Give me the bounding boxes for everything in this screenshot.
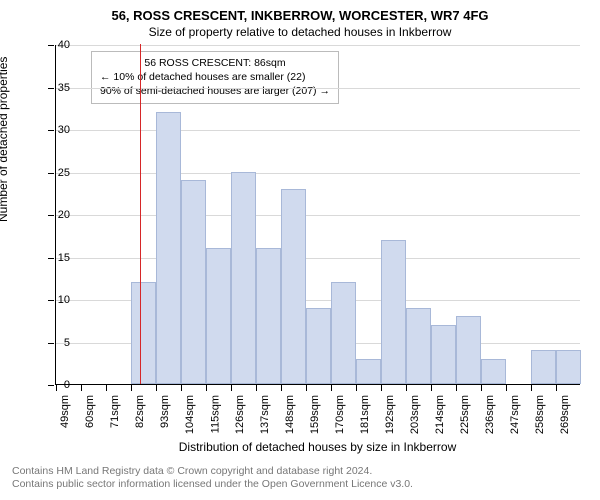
x-tick-label: 181sqm <box>359 395 371 434</box>
x-tick <box>81 385 82 391</box>
histogram-bar <box>231 172 256 385</box>
x-tick <box>556 385 557 391</box>
histogram-bar <box>156 112 181 384</box>
x-tick-label: 148sqm <box>284 395 296 434</box>
x-tick <box>331 385 332 391</box>
histogram-bar <box>556 350 581 384</box>
x-tick-label: 93sqm <box>159 395 171 428</box>
plot-area: 56 ROSS CRESCENT: 86sqm ← 10% of detache… <box>55 45 580 385</box>
chart-title-sub: Size of property relative to detached ho… <box>0 23 600 39</box>
grid-line <box>56 215 580 216</box>
histogram-bar <box>381 240 406 385</box>
x-tick-label: 60sqm <box>84 395 96 428</box>
x-tick <box>506 385 507 391</box>
annotation-box: 56 ROSS CRESCENT: 86sqm ← 10% of detache… <box>91 51 339 104</box>
attribution-text: Contains HM Land Registry data © Crown c… <box>12 465 413 492</box>
histogram-bar <box>356 359 381 385</box>
histogram-bar <box>531 350 556 384</box>
reference-line <box>140 44 141 384</box>
histogram-bar <box>456 316 481 384</box>
x-tick-label: 137sqm <box>259 395 271 434</box>
histogram-bar <box>406 308 431 385</box>
x-tick-label: 159sqm <box>309 395 321 434</box>
y-tick-label: 15 <box>45 252 70 264</box>
x-tick <box>431 385 432 391</box>
x-tick <box>156 385 157 391</box>
y-tick-label: 40 <box>45 39 70 51</box>
annotation-line: 90% of semi-detached houses are larger (… <box>100 84 330 98</box>
x-tick-label: 104sqm <box>184 395 196 434</box>
grid-line <box>56 258 580 259</box>
x-tick <box>106 385 107 391</box>
x-tick-label: 115sqm <box>209 395 221 433</box>
x-tick <box>231 385 232 391</box>
y-tick-label: 10 <box>45 294 70 306</box>
grid-line <box>56 45 580 46</box>
y-tick-label: 0 <box>45 379 70 391</box>
x-tick <box>306 385 307 391</box>
histogram-bar <box>281 189 306 385</box>
x-tick <box>206 385 207 391</box>
grid-line <box>56 88 580 89</box>
histogram-bar <box>131 282 156 384</box>
y-tick-label: 35 <box>45 82 70 94</box>
x-tick-label: 236sqm <box>484 395 496 434</box>
x-tick-label: 82sqm <box>134 395 146 428</box>
histogram-bar <box>256 248 281 384</box>
histogram-chart: 56, ROSS CRESCENT, INKBERROW, WORCESTER,… <box>0 0 600 500</box>
y-tick-label: 5 <box>45 337 70 349</box>
y-tick-label: 20 <box>45 209 70 221</box>
y-tick-label: 30 <box>45 124 70 136</box>
x-tick-label: 203sqm <box>409 395 421 434</box>
x-tick <box>131 385 132 391</box>
x-tick <box>531 385 532 391</box>
x-tick <box>456 385 457 391</box>
histogram-bar <box>331 282 356 384</box>
grid-line <box>56 130 580 131</box>
chart-title-main: 56, ROSS CRESCENT, INKBERROW, WORCESTER,… <box>0 0 600 23</box>
histogram-bar <box>206 248 231 384</box>
x-tick-label: 49sqm <box>59 395 71 428</box>
histogram-bar <box>431 325 456 385</box>
histogram-bar <box>481 359 506 385</box>
x-tick <box>381 385 382 391</box>
attribution-line: Contains HM Land Registry data © Crown c… <box>12 465 413 479</box>
grid-line <box>56 173 580 174</box>
x-axis-label: Distribution of detached houses by size … <box>55 440 580 454</box>
histogram-bar <box>181 180 206 384</box>
x-tick-label: 71sqm <box>109 395 121 428</box>
x-tick-label: 126sqm <box>234 395 246 434</box>
x-tick <box>281 385 282 391</box>
y-axis-label: Number of detached properties <box>0 57 10 222</box>
x-tick-label: 170sqm <box>334 395 346 434</box>
attribution-line: Contains public sector information licen… <box>12 478 413 492</box>
x-tick <box>181 385 182 391</box>
annotation-line: 56 ROSS CRESCENT: 86sqm <box>100 56 330 70</box>
x-tick-label: 269sqm <box>559 395 571 434</box>
annotation-line: ← 10% of detached houses are smaller (22… <box>100 70 330 84</box>
x-tick <box>406 385 407 391</box>
x-tick <box>356 385 357 391</box>
histogram-bar <box>306 308 331 385</box>
x-tick-label: 247sqm <box>509 395 521 434</box>
x-tick <box>256 385 257 391</box>
y-tick-label: 25 <box>45 167 70 179</box>
x-tick-label: 258sqm <box>534 395 546 434</box>
x-tick-label: 225sqm <box>459 395 471 434</box>
x-tick-label: 214sqm <box>434 395 446 434</box>
x-tick-label: 192sqm <box>384 395 396 434</box>
x-tick <box>481 385 482 391</box>
